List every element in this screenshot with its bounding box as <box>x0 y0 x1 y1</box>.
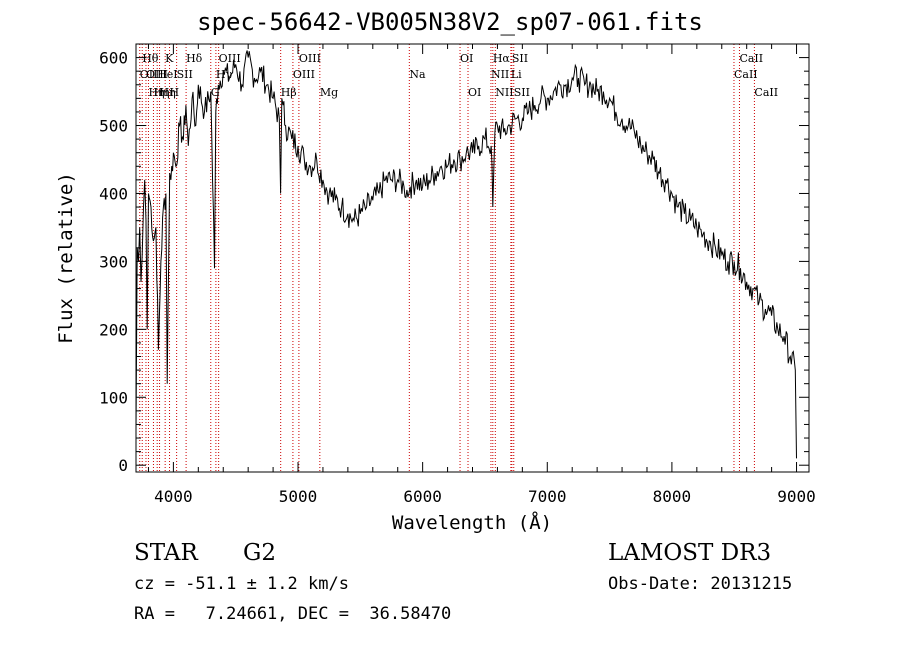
line-marker-label: Hη <box>148 86 164 99</box>
x-tick-label: 4000 <box>154 487 193 506</box>
line-markers <box>139 44 755 472</box>
line-marker-label: Hδ <box>186 52 203 65</box>
line-marker-label: SII <box>514 86 530 99</box>
line-marker-label: CaII <box>754 86 778 99</box>
y-axis-label: Flux (relative) <box>55 172 77 344</box>
coordinates: RA = 7.24661, DEC = 36.58470 <box>134 604 452 624</box>
line-marker-label: OI <box>468 86 481 99</box>
line-marker-label: G <box>211 86 220 99</box>
line-marker-label: NII <box>495 86 513 99</box>
y-tick-label: 600 <box>99 49 128 68</box>
line-marker-labels: OIIHθOIIIHηHηHeIHηKHSIIHδGHγOIIIHβOIIIOI… <box>140 52 778 99</box>
chart-title: spec-56642-VB005N38V2_sp07-061.fits <box>197 8 703 36</box>
line-marker-label: H <box>170 86 180 99</box>
line-marker-label: OIII <box>293 68 315 81</box>
line-marker-label: CaII <box>734 68 758 81</box>
line-marker-label: OI <box>460 52 473 65</box>
line-marker-label: SII <box>177 68 193 81</box>
line-marker-label: Li <box>511 68 522 81</box>
y-tick-label: 300 <box>99 252 128 271</box>
line-marker-label: OIII <box>219 52 241 65</box>
y-tick-label: 100 <box>99 388 128 407</box>
line-marker-label: NII <box>491 68 509 81</box>
object-subclass: G2 <box>243 540 277 566</box>
y-axis: 0 100 200 300 400 500 600 <box>99 49 809 475</box>
line-marker-label: Hθ <box>142 52 159 65</box>
line-marker-label: K <box>165 52 174 65</box>
x-tick-label: 5000 <box>279 487 318 506</box>
spectrum-line <box>135 50 797 459</box>
line-marker-label: Hη <box>160 86 176 99</box>
plot-frame <box>135 43 810 473</box>
survey-name: LAMOST DR3 <box>608 540 772 566</box>
line-marker-label: Na <box>409 68 426 81</box>
line-marker-label: OIII <box>299 52 321 65</box>
object-class: STAR <box>134 540 198 566</box>
line-marker-label: Hα <box>493 52 511 65</box>
line-marker-label: Mg <box>320 86 338 99</box>
line-marker-label: HeI <box>157 68 177 81</box>
y-tick-label: 0 <box>118 456 128 475</box>
x-axis-label: Wavelength (Å) <box>392 511 552 534</box>
x-tick-label: 7000 <box>528 487 567 506</box>
observation-date: Obs-Date: 20131215 <box>608 574 793 594</box>
x-tick-label: 6000 <box>403 487 442 506</box>
line-marker-label: OIII <box>146 68 168 81</box>
line-marker-label: Hη <box>153 86 169 99</box>
y-tick-label: 200 <box>99 320 128 339</box>
x-axis: 4000 5000 6000 7000 8000 9000 <box>147 44 816 506</box>
x-tick-label: 8000 <box>653 487 692 506</box>
redshift-velocity: cz = -51.1 ± 1.2 km/s <box>134 574 349 594</box>
line-marker-label: OII <box>140 68 158 81</box>
x-tick-label: 9000 <box>777 487 816 506</box>
y-tick-label: 400 <box>99 184 128 203</box>
line-marker-label: SII <box>512 52 528 65</box>
y-tick-label: 500 <box>99 117 128 136</box>
line-marker-label: CaII <box>739 52 763 65</box>
line-marker-label: Hβ <box>281 86 297 99</box>
